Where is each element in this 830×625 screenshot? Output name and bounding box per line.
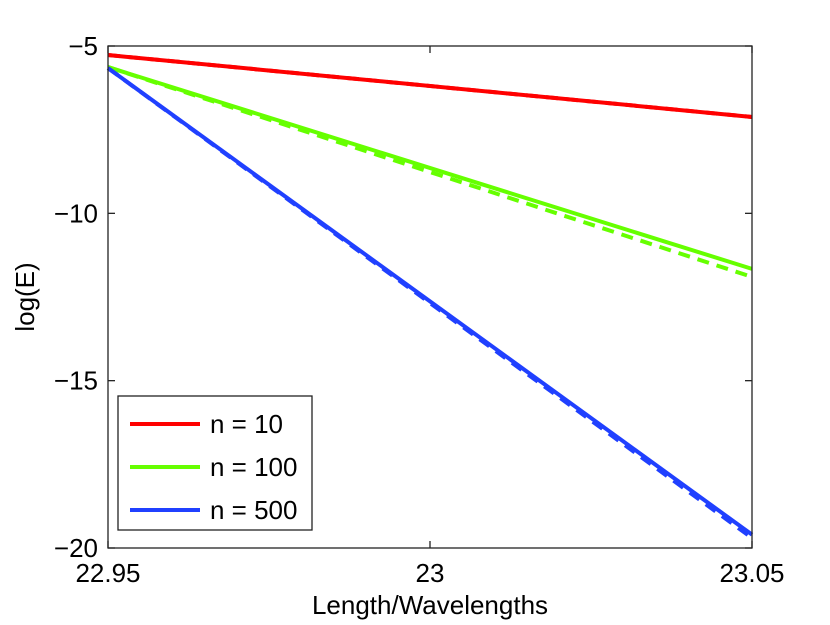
legend-label: n = 10 xyxy=(210,409,283,439)
legend: n = 10 n = 100 n = 500 xyxy=(117,395,313,531)
series-line-5 xyxy=(106,66,754,537)
y-tick-label: −15 xyxy=(54,366,98,396)
series-line-4 xyxy=(106,66,754,540)
x-tick-label: 23.05 xyxy=(719,558,784,588)
y-tick-label: −20 xyxy=(54,533,98,563)
series-line-1 xyxy=(107,53,753,119)
legend-label: n = 500 xyxy=(210,495,297,525)
x-tick-label: 22.95 xyxy=(75,558,140,588)
x-tick-label: 23 xyxy=(416,558,445,588)
y-axis-label: log(E) xyxy=(10,262,40,331)
legend-label: n = 100 xyxy=(210,452,297,482)
series-line-3 xyxy=(107,65,753,271)
y-tick-label: −5 xyxy=(68,31,98,61)
x-axis-label: Length/Wavelengths xyxy=(312,590,548,620)
series-line-2 xyxy=(107,65,753,279)
series-layer xyxy=(106,53,754,540)
y-tick-label: −10 xyxy=(54,198,98,228)
legend-box xyxy=(117,395,313,531)
ticks-layer: 22.95 23 23.05 −5 −10 −15 −20 xyxy=(54,31,785,588)
